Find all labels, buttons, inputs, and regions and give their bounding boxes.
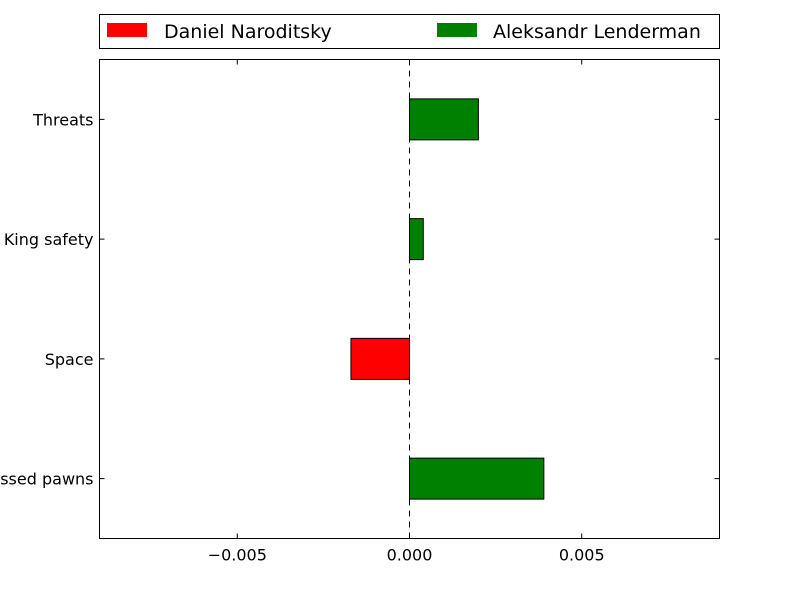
x-tick-label-0: −0.005 bbox=[208, 546, 267, 565]
legend: Daniel Naroditsky Aleksandr Lenderman bbox=[99, 14, 720, 49]
bar-space bbox=[350, 337, 411, 380]
legend-box bbox=[99, 14, 720, 49]
y-tick-label-space: Space bbox=[45, 350, 94, 369]
x-tick-label-1: 0.000 bbox=[387, 546, 433, 565]
plot-area: Passed pawns Space King safety Threats −0.00… bbox=[0, 59, 720, 565]
plot-frame bbox=[99, 59, 720, 539]
bar-passed-pawns bbox=[409, 457, 545, 500]
y-tick-label-passed-pawns: Passed pawns bbox=[0, 470, 94, 489]
x-tick-label-2: 0.005 bbox=[559, 546, 605, 565]
bar-king-safety bbox=[409, 218, 424, 261]
legend-swatch-daniel-naroditsky bbox=[107, 23, 147, 37]
y-tick-label-king-safety: King safety bbox=[4, 230, 94, 249]
y-tick-label-threats: Threats bbox=[32, 110, 93, 129]
legend-label-daniel-naroditsky: Daniel Naroditsky bbox=[164, 21, 332, 43]
bar-threats bbox=[409, 98, 479, 141]
legend-swatch-aleksandr-lenderman bbox=[437, 23, 477, 37]
legend-label-aleksandr-lenderman: Aleksandr Lenderman bbox=[493, 21, 701, 43]
